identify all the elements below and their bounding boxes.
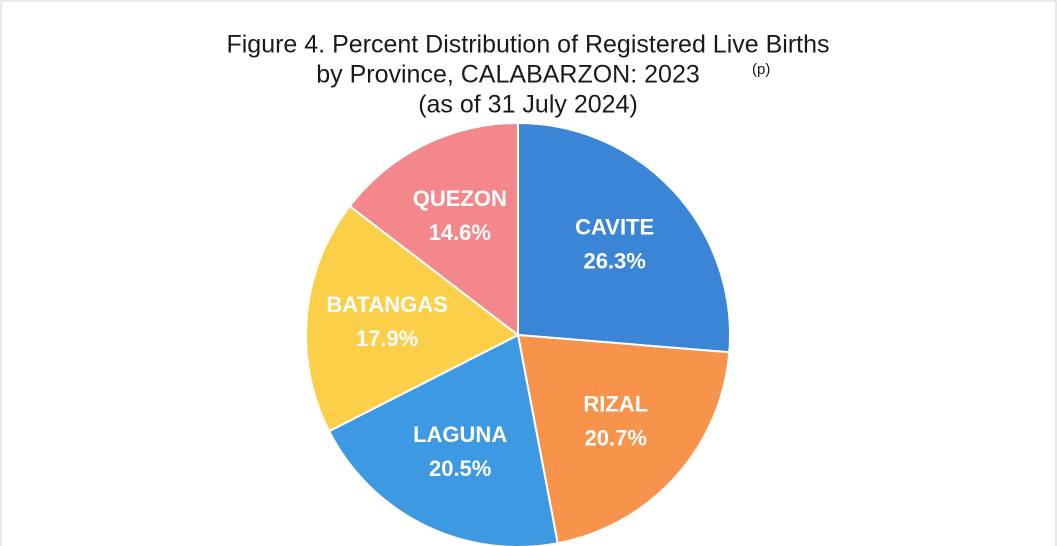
slice-value-label: 14.6% (429, 220, 491, 245)
chart-title: Figure 4. Percent Distribution of Regist… (226, 31, 829, 59)
slice-value-label: 26.3% (583, 249, 645, 274)
slice-label: RIZAL (583, 392, 648, 417)
pie-slice (348, 121, 519, 338)
slice-value-label: 20.7% (585, 426, 647, 451)
pie-slice (517, 121, 731, 354)
slice-label: CAVITE (575, 215, 654, 240)
chart-title: by Province, CALABARZON: 2023 (316, 61, 700, 89)
pie-slice (516, 333, 731, 545)
chart-subtitle: (as of 31 July 2024) (418, 91, 638, 119)
slice-label: LAGUNA (413, 422, 507, 447)
pie-slice (305, 204, 520, 433)
slice-label: BATANGAS (326, 292, 447, 317)
title-note: (p) (752, 61, 770, 78)
slice-value-label: 20.5% (429, 456, 491, 481)
slice-value-label: 17.9% (356, 326, 418, 351)
pie-slice (327, 333, 559, 546)
slice-label: QUEZON (413, 186, 507, 211)
